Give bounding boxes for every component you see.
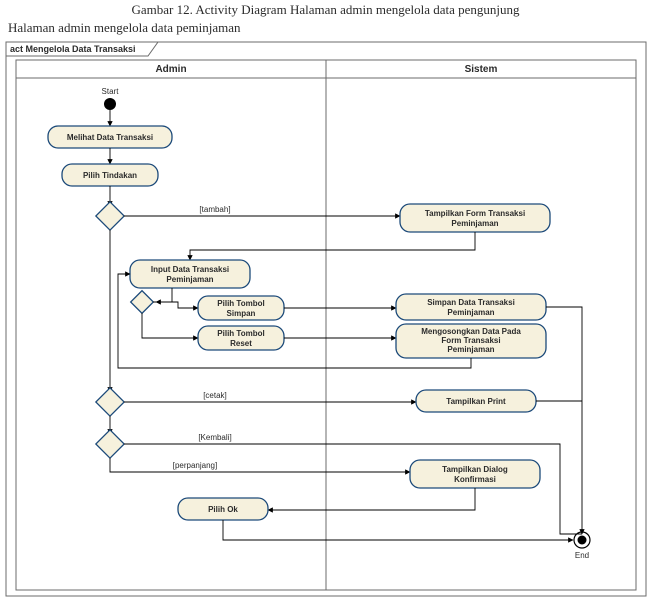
node-simpan-sys-l2: Peminjaman — [447, 308, 494, 317]
decision-1 — [96, 202, 124, 230]
edge-d4-dialog — [110, 458, 410, 472]
node-form-l2: Peminjaman — [451, 219, 498, 228]
end-inner — [578, 536, 587, 545]
node-print-text: Tampilkan Print — [446, 397, 506, 406]
lane-sistem-header: Sistem — [465, 64, 498, 75]
figure-subcaption: Halaman admin mengelola data peminjaman — [0, 18, 651, 36]
guard-kembali: [Kembali] — [198, 433, 231, 442]
node-pilih-reset-l2: Reset — [230, 339, 252, 348]
figure-caption: Gambar 12. Activity Diagram Halaman admi… — [0, 0, 651, 18]
start-label: Start — [102, 87, 120, 96]
decision-2 — [131, 291, 154, 314]
node-kosong-l3: Peminjaman — [447, 345, 494, 354]
node-pilih-ok-text: Pilih Ok — [208, 505, 238, 514]
node-kosong-l1: Mengosongkan Data Pada — [421, 327, 521, 336]
page: Gambar 12. Activity Diagram Halaman admi… — [0, 0, 651, 602]
decision-4 — [96, 430, 124, 458]
node-input-l1: Input Data Transaksi — [151, 265, 229, 274]
node-input-l2: Peminjaman — [166, 275, 213, 284]
guard-cetak: [cetak] — [203, 391, 227, 400]
frame-label-text: act Mengelola Data Transaksi — [10, 44, 136, 54]
node-dialog-l2: Konfirmasi — [454, 475, 496, 484]
edge-form-input — [190, 232, 475, 260]
node-melihat-text: Melihat Data Transaksi — [67, 133, 153, 142]
node-pilih-simpan-l1: Pilih Tombol — [217, 299, 264, 308]
edge-d2-reset — [142, 313, 198, 338]
node-pilih-tindakan-text: Pilih Tindakan — [83, 171, 137, 180]
lane-admin-header: Admin — [155, 64, 186, 75]
node-kosong-l2: Form Transaksi — [441, 336, 500, 345]
start-node — [104, 98, 116, 110]
decision-3 — [96, 388, 124, 416]
node-pilih-simpan-l2: Simpan — [227, 309, 256, 318]
edge-ok-end — [223, 520, 573, 540]
node-simpan-sys-l1: Simpan Data Transaksi — [427, 298, 515, 307]
edge-d2-simpan — [153, 302, 198, 308]
edge-input-d2 — [156, 288, 172, 302]
node-dialog-l1: Tampilkan Dialog — [442, 465, 508, 474]
activity-diagram: act Mengelola Data Transaksi Admin Siste… — [0, 36, 651, 600]
end-label: End — [575, 551, 589, 560]
edge-dialog-ok — [268, 488, 475, 510]
node-form-l1: Tampilkan Form Transaksi — [425, 209, 525, 218]
guard-tambah: [tambah] — [199, 205, 230, 214]
node-pilih-reset-l1: Pilih Tombol — [217, 329, 264, 338]
guard-perpanjang: [perpanjang] — [173, 461, 217, 470]
edge-simpan-end — [546, 307, 582, 534]
